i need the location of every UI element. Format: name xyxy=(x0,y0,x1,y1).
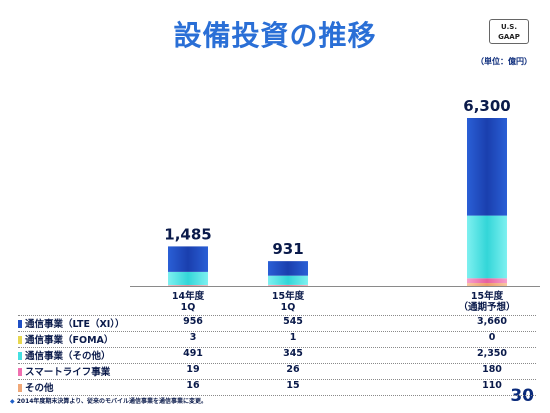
table-cell-lte-1: 956 xyxy=(183,316,203,327)
page-number: 30 xyxy=(510,386,534,406)
table-row-label: その他 xyxy=(18,380,54,394)
category-label-3-line1: 15年度 xyxy=(471,290,504,302)
bar-segment-smart_life-3 xyxy=(467,278,507,284)
unit-label: （単位：億円） xyxy=(476,57,532,66)
table-cell-smart_life-2: 26 xyxy=(286,364,300,375)
series-name: 通信事業（LTE（XI）） xyxy=(25,319,125,330)
series-name: その他 xyxy=(25,383,54,394)
footnote: ◆ 2014年度期末決算より、従来のモバイル通信事業を通信事業に変更。 xyxy=(10,396,207,405)
legend-swatch xyxy=(18,352,22,360)
total-label-1: 1,485 xyxy=(164,225,211,243)
table-divider xyxy=(18,331,536,332)
bar-segment-other_telecom-2 xyxy=(268,275,308,285)
category-label-1-line2: 1Q xyxy=(181,302,196,313)
bar-segment-other_telecom-1 xyxy=(168,271,208,286)
series-name: 通信事業（FOMA） xyxy=(25,335,114,346)
table-row-label: 通信事業（LTE（XI）） xyxy=(18,316,125,330)
page-title: 設備投資の推移 xyxy=(173,19,377,52)
table-divider xyxy=(18,379,536,380)
total-label-3: 6,300 xyxy=(463,97,510,115)
table-cell-foma-2: 1 xyxy=(289,332,297,343)
bar-segment-lte-2 xyxy=(268,261,308,276)
table-row-lte: 通信事業（LTE（XI）） 956 545 3,660 xyxy=(18,316,536,332)
table-cell-lte-2: 545 xyxy=(283,316,303,327)
table-row-label: スマートライフ事業 xyxy=(18,364,110,378)
table-divider xyxy=(18,395,536,396)
footnote-text: 2014年度期末決算より、従来のモバイル通信事業を通信事業に変更。 xyxy=(16,398,208,405)
table-cell-others-2: 15 xyxy=(286,380,300,391)
bar-segment-lte-1 xyxy=(168,246,208,272)
table-row-other_telecom: 通信事業（その他） 491 345 2,350 xyxy=(18,348,536,364)
table-divider xyxy=(18,347,536,348)
table-cell-other_telecom-2: 345 xyxy=(283,348,303,359)
table-cell-foma-3: 0 xyxy=(488,332,496,343)
table-cell-other_telecom-1: 491 xyxy=(183,348,203,359)
badge-line-1: U.S. xyxy=(500,23,518,31)
table-cell-other_telecom-3: 2,350 xyxy=(476,348,508,359)
series-name: スマートライフ事業 xyxy=(25,367,111,378)
footnote-marker: ◆ xyxy=(10,398,15,405)
legend-swatch xyxy=(18,320,22,328)
table-row-label: 通信事業（FOMA） xyxy=(18,332,113,346)
table-cell-smart_life-3: 180 xyxy=(482,364,502,375)
bar-segment-smart_life-1 xyxy=(168,285,208,286)
bar-segment-other_telecom-3 xyxy=(467,215,507,279)
bar-segment-lte-3 xyxy=(467,118,507,216)
category-label-2-line1: 15年度 xyxy=(272,290,305,302)
table-cell-foma-1: 3 xyxy=(189,332,197,343)
table-row-foma: 通信事業（FOMA） 3 1 0 xyxy=(18,332,536,348)
legend-swatch xyxy=(18,384,22,392)
us-gaap-badge: U.S. GAAP xyxy=(489,19,529,44)
table-row-others: その他 16 15 110 xyxy=(18,380,536,396)
legend-swatch xyxy=(18,336,22,344)
table-divider xyxy=(18,363,536,364)
category-label-1-line1: 14年度 xyxy=(172,290,205,302)
legend-swatch xyxy=(18,368,22,376)
category-label-2-line2: 1Q xyxy=(281,302,296,313)
series-name: 通信事業（その他） xyxy=(25,351,111,362)
bar-segment-others-3 xyxy=(467,283,507,286)
category-label-3-line2: （通期予想） xyxy=(458,301,515,313)
total-label-2: 931 xyxy=(272,240,303,258)
table-cell-lte-3: 3,660 xyxy=(476,316,508,327)
table-cell-others-3: 110 xyxy=(482,380,502,391)
table-cell-smart_life-1: 19 xyxy=(186,364,200,375)
table-divider xyxy=(18,315,536,316)
table-row-label: 通信事業（その他） xyxy=(18,348,111,362)
bar-segment-smart_life-2 xyxy=(268,284,308,286)
table-cell-others-1: 16 xyxy=(186,380,200,391)
badge-line-2: GAAP xyxy=(498,33,520,41)
table-row-smart_life: スマートライフ事業 19 26 180 xyxy=(18,364,536,380)
